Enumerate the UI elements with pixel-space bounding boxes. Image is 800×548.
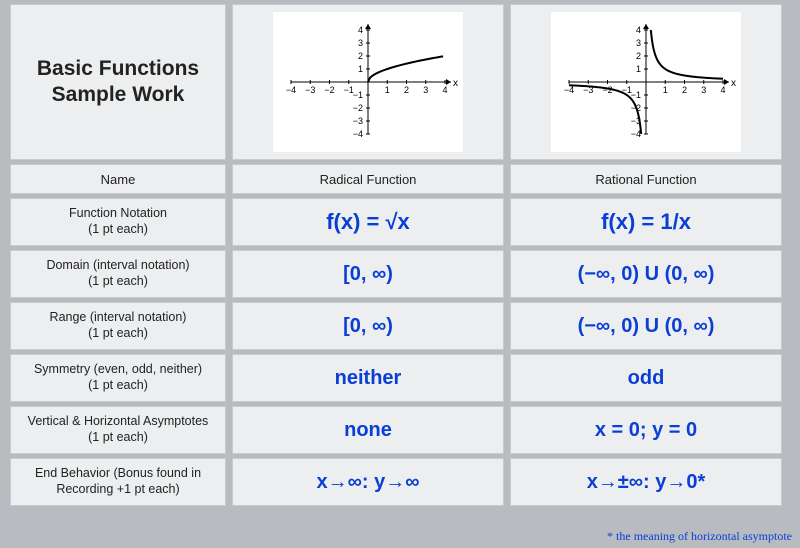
rational-plot: x−4−3−2−11234−4−3−2−11234 xyxy=(551,12,741,152)
header-colB: Rational Function xyxy=(510,164,782,194)
svg-text:2: 2 xyxy=(682,85,687,95)
column-headers: Name Radical Function Rational Function xyxy=(10,164,794,194)
answer-radical: [0, ∞) xyxy=(232,302,504,350)
answer-rational: (−∞, 0) U (0, ∞) xyxy=(510,302,782,350)
row-label: Domain (interval notation)(1 pt each) xyxy=(10,250,226,298)
table-row: Domain (interval notation)(1 pt each)[0,… xyxy=(10,250,794,298)
svg-text:4: 4 xyxy=(358,25,363,35)
row-label: Vertical & Horizontal Asymptotes(1 pt ea… xyxy=(10,406,226,454)
svg-text:−1: −1 xyxy=(353,90,363,100)
answer-rational: (−∞, 0) U (0, ∞) xyxy=(510,250,782,298)
title-cell: Basic FunctionsSample Work xyxy=(10,4,226,160)
page-title: Basic FunctionsSample Work xyxy=(37,56,199,109)
svg-text:3: 3 xyxy=(423,85,428,95)
svg-text:3: 3 xyxy=(358,38,363,48)
svg-text:−4: −4 xyxy=(286,85,296,95)
answer-radical: none xyxy=(232,406,504,454)
answer-rational: odd xyxy=(510,354,782,402)
radical-plot: x−4−3−2−11234−4−3−2−11234 xyxy=(273,12,463,152)
svg-text:−4: −4 xyxy=(631,129,641,139)
row-label: Range (interval notation)(1 pt each) xyxy=(10,302,226,350)
svg-text:3: 3 xyxy=(636,38,641,48)
svg-text:2: 2 xyxy=(636,51,641,61)
svg-text:4: 4 xyxy=(720,85,725,95)
svg-text:1: 1 xyxy=(663,85,668,95)
graph-radical: x−4−3−2−11234−4−3−2−11234 xyxy=(273,12,463,152)
svg-text:−3: −3 xyxy=(305,85,315,95)
svg-text:2: 2 xyxy=(404,85,409,95)
graph-rational-cell: x−4−3−2−11234−4−3−2−11234 xyxy=(510,4,782,160)
row-label: End Behavior (Bonus found in Recording +… xyxy=(10,458,226,506)
answer-rational: x = 0; y = 0 xyxy=(510,406,782,454)
answer-rational: x→±∞: y→0* xyxy=(510,458,782,506)
worksheet-page: Basic FunctionsSample Work x −4 −3 −2 −1 1 2 3 4… xyxy=(0,0,800,506)
table-row: Function Notation(1 pt each)f(x) = √xf(x… xyxy=(10,198,794,246)
svg-text:1: 1 xyxy=(636,64,641,74)
table-row: Vertical & Horizontal Asymptotes(1 pt ea… xyxy=(10,406,794,454)
svg-text:−2: −2 xyxy=(324,85,334,95)
svg-text:x: x xyxy=(731,78,736,89)
svg-text:−2: −2 xyxy=(353,103,363,113)
header-name: Name xyxy=(10,164,226,194)
header-row: Basic FunctionsSample Work x −4 −3 −2 −1 1 2 3 4… xyxy=(10,4,794,160)
data-rows: Function Notation(1 pt each)f(x) = √xf(x… xyxy=(10,198,794,506)
answer-radical: neither xyxy=(232,354,504,402)
table-row: Symmetry (even, odd, neither)(1 pt each)… xyxy=(10,354,794,402)
answer-radical: [0, ∞) xyxy=(232,250,504,298)
table-row: Range (interval notation)(1 pt each)[0, … xyxy=(10,302,794,350)
header-colA: Radical Function xyxy=(232,164,504,194)
answer-rational: f(x) = 1/x xyxy=(510,198,782,246)
answer-radical: f(x) = √x xyxy=(232,198,504,246)
svg-text:−4: −4 xyxy=(353,129,363,139)
graph-rational: x−4−3−2−11234−4−3−2−11234 xyxy=(551,12,741,152)
row-label: Symmetry (even, odd, neither)(1 pt each) xyxy=(10,354,226,402)
svg-text:−3: −3 xyxy=(353,116,363,126)
svg-text:3: 3 xyxy=(701,85,706,95)
row-label: Function Notation(1 pt each) xyxy=(10,198,226,246)
svg-text:−4: −4 xyxy=(564,85,574,95)
svg-text:1: 1 xyxy=(358,64,363,74)
answer-radical: x→∞: y→∞ xyxy=(232,458,504,506)
svg-text:1: 1 xyxy=(385,85,390,95)
svg-text:x: x xyxy=(453,78,458,89)
footnote: * the meaning of horizontal asymptote xyxy=(607,529,792,544)
svg-text:4: 4 xyxy=(636,25,641,35)
graph-radical-cell: x−4−3−2−11234−4−3−2−11234 xyxy=(232,4,504,160)
table-row: End Behavior (Bonus found in Recording +… xyxy=(10,458,794,506)
svg-text:2: 2 xyxy=(358,51,363,61)
svg-text:4: 4 xyxy=(442,85,447,95)
svg-text:−1: −1 xyxy=(631,90,641,100)
